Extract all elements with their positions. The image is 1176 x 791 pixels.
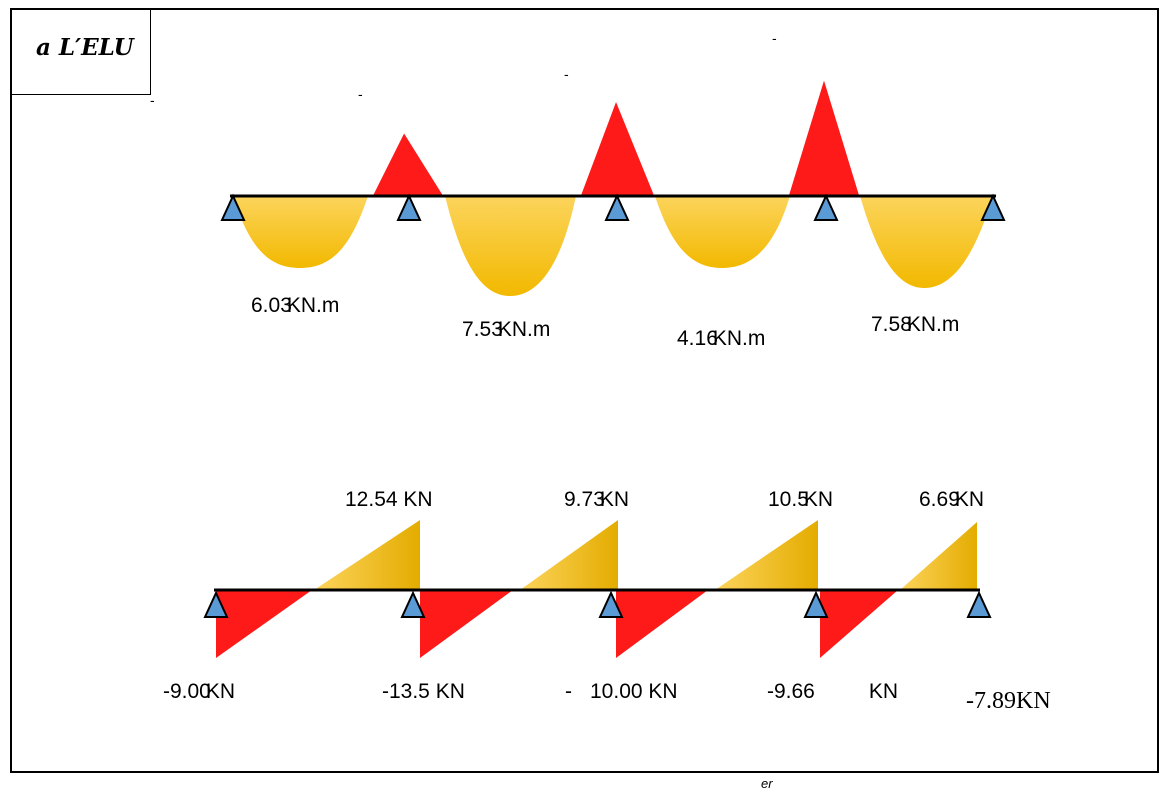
shear-positive-4 <box>900 522 977 590</box>
support-icon <box>220 193 246 221</box>
support-icon <box>980 193 1006 221</box>
diagram-title: a L′ELU <box>36 34 134 61</box>
moment-label-2: 7.53KN.m <box>462 318 551 341</box>
dash-mark: - <box>772 30 777 46</box>
shear-negative-4 <box>820 590 898 658</box>
shear-negative-label-2: -13.5 KN <box>382 680 465 703</box>
moment-peak-2 <box>578 97 657 197</box>
footer-text: er <box>761 776 773 791</box>
shear-negative-label-3: -10.00 KN <box>565 680 678 703</box>
moment-lobe-3 <box>655 196 790 268</box>
shear-negative-label-4: -9.66 KN <box>767 680 899 703</box>
support-icon <box>396 193 422 221</box>
title-box <box>10 8 151 95</box>
support-icon <box>203 590 229 618</box>
moment-peak-1 <box>370 130 446 197</box>
support-icon <box>400 590 426 618</box>
moment-label-3: 4.16KN.m <box>677 327 766 350</box>
dash-mark: - <box>358 86 363 102</box>
shear-positive-label-2: 9.73KN <box>564 488 630 511</box>
support-icon <box>604 193 630 221</box>
shear-positive-label-1: 12.54 KN <box>345 488 433 511</box>
support-icon <box>803 590 829 618</box>
dash-mark: - <box>564 66 569 82</box>
moment-label-4: 7.58KN.m <box>871 313 960 336</box>
shear-negative-1 <box>216 590 312 658</box>
shear-end-label: -7.89KN <box>966 688 1051 714</box>
shear-positive-label-4: 6.69KN <box>919 488 985 511</box>
dash-mark: - <box>150 92 155 108</box>
support-icon <box>966 590 992 618</box>
shear-negative-2 <box>420 590 513 658</box>
shear-positive-3 <box>715 520 818 590</box>
moment-lobe-2 <box>445 196 576 296</box>
support-icon <box>598 590 624 618</box>
moment-label-1: 6.03KN.m <box>251 294 340 317</box>
shear-positive-1 <box>314 520 420 590</box>
moment-lobe-4 <box>860 196 993 288</box>
diagram-frame <box>10 8 1159 773</box>
moment-lobe-1 <box>233 196 368 268</box>
shear-negative-3 <box>616 590 708 658</box>
support-icon <box>813 193 839 221</box>
shear-positive-2 <box>520 520 618 590</box>
shear-negative-label-1: -9.00KN <box>163 680 236 703</box>
shear-positive-label-3: 10.5KN <box>768 488 834 511</box>
moment-peak-3 <box>786 75 862 197</box>
